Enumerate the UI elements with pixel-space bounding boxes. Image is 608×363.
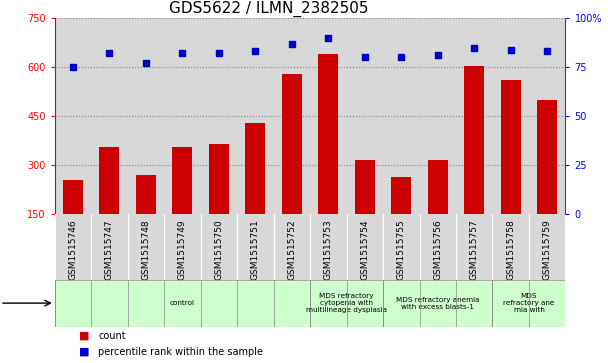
Bar — [237, 18, 274, 214]
Text: MDS
refractory ane
mia with: MDS refractory ane mia with — [503, 293, 554, 313]
Point — [141, 60, 151, 66]
Point — [469, 45, 479, 50]
Text: GSM1515752: GSM1515752 — [288, 219, 296, 280]
Bar — [245, 123, 265, 214]
Bar — [201, 18, 237, 214]
Text: ■: ■ — [79, 331, 89, 341]
Text: GSM1515746: GSM1515746 — [69, 219, 77, 280]
Bar — [128, 214, 164, 280]
Bar — [63, 180, 83, 214]
Bar — [347, 214, 383, 280]
Text: GSM1515759: GSM1515759 — [543, 219, 551, 280]
Bar — [282, 74, 302, 214]
Text: GSM1515749: GSM1515749 — [178, 219, 187, 280]
Bar — [354, 160, 375, 214]
Bar — [209, 144, 229, 214]
Bar — [383, 18, 420, 214]
Point — [105, 50, 114, 56]
Bar — [128, 18, 164, 214]
Point — [323, 35, 333, 41]
Point — [214, 50, 224, 56]
Point — [68, 64, 78, 70]
Bar — [164, 18, 201, 214]
Bar — [310, 214, 347, 280]
Bar — [310, 18, 347, 214]
Text: GSM1515754: GSM1515754 — [361, 219, 369, 280]
Bar — [537, 100, 557, 214]
Bar — [274, 18, 310, 214]
Point — [178, 50, 187, 56]
Text: MDS refractory
cytopenia with
multilineage dysplasia: MDS refractory cytopenia with multilinea… — [306, 293, 387, 313]
Bar — [318, 54, 338, 214]
Bar — [420, 214, 456, 280]
Text: GSM1515750: GSM1515750 — [215, 219, 223, 280]
Bar — [383, 280, 492, 327]
Bar — [55, 18, 91, 214]
Bar — [55, 280, 310, 327]
Bar — [172, 147, 192, 214]
Bar — [464, 65, 484, 214]
Text: GSM1515747: GSM1515747 — [105, 219, 114, 280]
Bar — [201, 214, 237, 280]
Point — [396, 54, 406, 60]
Text: GSM1515751: GSM1515751 — [251, 219, 260, 280]
Bar — [492, 18, 529, 214]
Text: ■: ■ — [79, 347, 89, 357]
Bar — [91, 18, 128, 214]
Bar — [99, 147, 119, 214]
Text: GSM1515753: GSM1515753 — [324, 219, 333, 280]
Bar — [347, 18, 383, 214]
Bar — [55, 214, 91, 280]
Bar — [383, 214, 420, 280]
Point — [506, 46, 516, 52]
Bar — [91, 214, 128, 280]
Bar — [310, 280, 383, 327]
Text: count: count — [98, 331, 126, 341]
Text: GSM1515755: GSM1515755 — [397, 219, 406, 280]
Point — [360, 54, 370, 60]
Point — [433, 53, 443, 58]
Text: GSM1515757: GSM1515757 — [470, 219, 478, 280]
Text: control: control — [170, 300, 195, 306]
Text: GSM1515756: GSM1515756 — [434, 219, 442, 280]
Bar — [136, 175, 156, 214]
Text: GSM1515758: GSM1515758 — [506, 219, 515, 280]
Text: MDS refractory anemia
with excess blasts-1: MDS refractory anemia with excess blasts… — [396, 297, 480, 310]
Text: GSM1515748: GSM1515748 — [142, 219, 150, 280]
Bar — [492, 214, 529, 280]
Bar — [391, 176, 411, 214]
Bar — [420, 18, 456, 214]
Point — [542, 49, 552, 54]
Point — [250, 49, 260, 54]
Bar — [427, 160, 447, 214]
Bar — [456, 214, 492, 280]
Text: percentile rank within the sample: percentile rank within the sample — [98, 347, 263, 357]
Bar — [237, 214, 274, 280]
Bar — [164, 214, 201, 280]
Bar — [456, 18, 492, 214]
Bar — [492, 280, 565, 327]
Bar — [274, 214, 310, 280]
Bar — [529, 214, 565, 280]
Bar — [500, 80, 520, 214]
Bar — [529, 18, 565, 214]
Title: GDS5622 / ILMN_2382505: GDS5622 / ILMN_2382505 — [170, 1, 369, 17]
Point — [287, 41, 297, 46]
